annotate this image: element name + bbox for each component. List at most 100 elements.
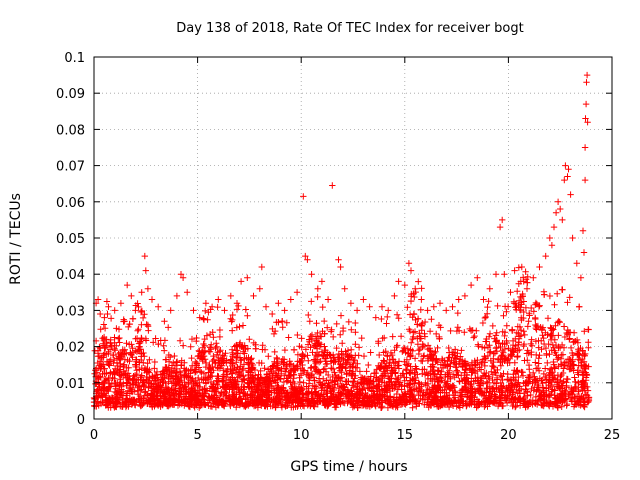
data-point: [551, 387, 558, 394]
data-point: [338, 390, 345, 397]
data-point: [543, 397, 550, 405]
data-point: [470, 334, 477, 341]
data-point: [195, 347, 203, 354]
data-point: [475, 400, 482, 407]
data-point: [339, 324, 347, 332]
data-point: [170, 359, 177, 366]
data-point: [490, 363, 497, 370]
data-point: [581, 381, 588, 388]
data-point: [214, 303, 221, 311]
data-point: [391, 292, 398, 300]
data-point: [103, 401, 111, 409]
data-point: [236, 323, 243, 330]
data-point: [475, 388, 482, 395]
data-point: [188, 335, 196, 343]
data-point: [144, 392, 151, 399]
data-point: [413, 365, 420, 372]
data-point: [486, 285, 493, 292]
data-point: [286, 397, 293, 404]
data-point: [437, 396, 444, 403]
data-point: [434, 359, 441, 366]
data-point: [273, 354, 280, 362]
data-points: [90, 71, 593, 411]
data-point: [383, 320, 390, 327]
data-point: [503, 399, 511, 407]
data-point: [530, 274, 537, 281]
data-point: [400, 347, 407, 354]
data-point: [341, 285, 348, 292]
data-point: [196, 404, 203, 411]
data-point: [117, 376, 124, 383]
data-point: [509, 402, 516, 410]
data-point: [447, 327, 454, 335]
data-point: [499, 216, 506, 224]
data-point: [141, 311, 148, 318]
data-point: [496, 394, 503, 401]
data-point: [172, 386, 179, 394]
data-point: [120, 318, 127, 325]
data-point: [173, 369, 180, 377]
data-point: [255, 387, 262, 394]
data-point: [421, 401, 428, 408]
data-point: [142, 337, 150, 344]
data-point: [427, 390, 434, 398]
data-point: [351, 357, 358, 364]
data-point: [420, 342, 428, 350]
data-point: [186, 398, 194, 405]
data-point: [569, 352, 577, 359]
data-point: [512, 345, 519, 352]
data-point: [183, 386, 191, 393]
data-point: [210, 356, 218, 363]
data-point: [463, 387, 471, 395]
data-point: [523, 350, 531, 357]
data-point: [500, 349, 507, 356]
data-point: [104, 310, 111, 318]
data-point: [278, 367, 285, 375]
data-point: [306, 374, 313, 382]
data-point: [528, 336, 535, 343]
data-point: [213, 377, 220, 384]
data-point: [281, 307, 288, 314]
data-point: [386, 359, 394, 366]
data-point: [457, 396, 464, 404]
data-point: [257, 367, 264, 375]
data-point: [547, 381, 555, 389]
data-point: [371, 370, 378, 377]
data-point: [286, 361, 293, 368]
data-point: [461, 358, 469, 365]
data-point: [521, 398, 528, 406]
data-point: [363, 368, 370, 375]
data-point: [406, 380, 414, 387]
data-point: [408, 290, 415, 298]
data-point: [582, 391, 589, 398]
data-point: [228, 370, 236, 377]
data-point: [333, 374, 340, 382]
data-point: [412, 285, 419, 292]
data-point: [170, 368, 178, 375]
data-point: [361, 375, 368, 383]
data-point: [577, 274, 585, 281]
data-point: [143, 373, 151, 381]
data-point: [271, 358, 278, 365]
data-point: [516, 306, 524, 314]
data-point: [401, 281, 408, 289]
data-point: [337, 312, 345, 319]
data-point: [155, 303, 162, 310]
data-point: [138, 334, 145, 342]
data-point: [483, 369, 490, 377]
data-point: [311, 385, 318, 392]
data-point: [236, 389, 243, 396]
data-point: [176, 337, 184, 344]
data-point: [434, 344, 441, 352]
data-point: [536, 302, 543, 309]
data-point: [209, 357, 216, 365]
data-point: [321, 343, 328, 350]
data-point: [113, 389, 120, 397]
data-point: [319, 303, 326, 311]
data-point: [514, 288, 521, 295]
axis-ticks: [93, 56, 613, 420]
data-point: [127, 349, 134, 356]
data-point: [205, 374, 213, 381]
data-point: [283, 362, 290, 370]
data-point: [348, 398, 355, 406]
